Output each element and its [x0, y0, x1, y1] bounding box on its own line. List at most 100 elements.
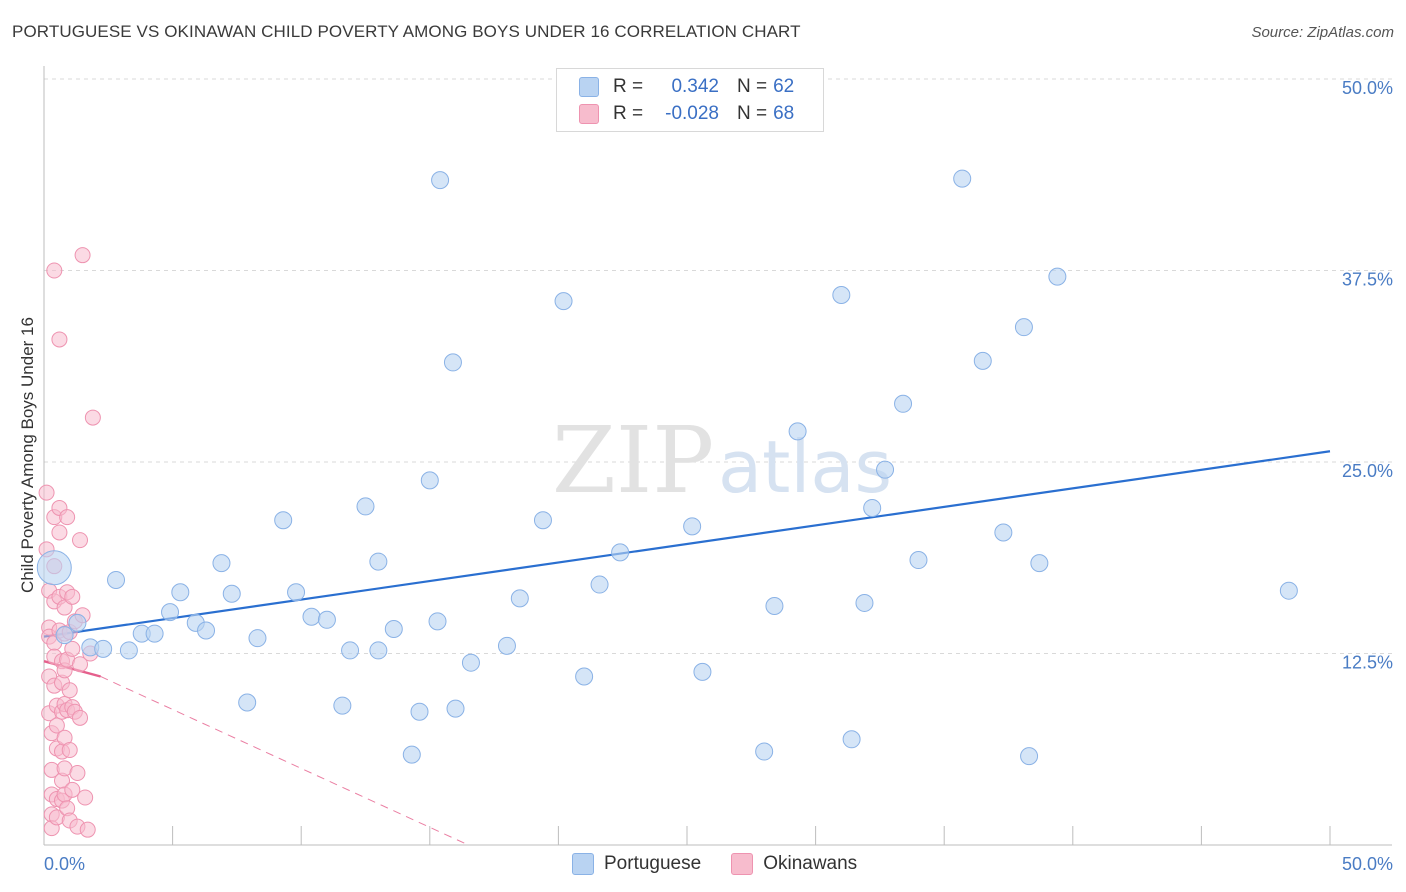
point-okinawans: [84, 409, 101, 426]
point-portuguese: [461, 653, 480, 672]
legend-n-label: N =: [737, 103, 768, 124]
axes: [43, 66, 1392, 846]
point-portuguese: [384, 619, 403, 638]
y-tick-label: 12.5%: [1342, 653, 1393, 673]
point-portuguese: [287, 583, 306, 602]
point-portuguese: [119, 641, 138, 660]
point-okinawans: [79, 821, 96, 838]
point-portuguese: [855, 593, 874, 612]
point-portuguese: [171, 583, 190, 602]
trend-line-okinawans-extension: [100, 676, 469, 846]
legend-row-okinawans: R = -0.028 N = 68: [579, 101, 794, 127]
point-portuguese: [443, 353, 462, 372]
point-portuguese: [369, 552, 388, 571]
point-okinawans: [51, 524, 68, 541]
point-portuguese: [683, 517, 702, 536]
point-portuguese: [333, 696, 352, 715]
legend-r-label: R =: [613, 103, 644, 124]
legend-item-okinawans[interactable]: Okinawans: [731, 853, 857, 875]
tick-labels: 12.5% 25.0% 37.5% 50.0% 0.0% 50.0%: [44, 78, 1393, 874]
point-portuguese: [356, 497, 375, 516]
x-tick-label: 50.0%: [1342, 854, 1393, 874]
point-okinawans: [72, 656, 89, 673]
legend-swatch-pink: [731, 853, 754, 875]
point-portuguese: [317, 610, 336, 629]
legend-label-okinawans: Okinawans: [763, 853, 858, 874]
point-okinawans: [72, 532, 89, 549]
point-portuguese: [431, 171, 450, 190]
point-portuguese: [1014, 318, 1033, 337]
point-portuguese: [590, 575, 609, 594]
point-portuguese: [55, 626, 74, 645]
point-portuguese: [953, 169, 972, 188]
point-portuguese: [107, 570, 126, 589]
point-portuguese: [402, 745, 421, 764]
point-okinawans: [74, 247, 91, 264]
point-portuguese: [161, 603, 180, 622]
point-okinawans: [61, 742, 78, 759]
point-okinawans: [56, 599, 73, 616]
source-label: Source: ZipAtlas.com: [1251, 24, 1394, 41]
point-okinawans: [64, 588, 81, 605]
point-portuguese: [1279, 581, 1298, 600]
legend-n-value: 68: [773, 103, 795, 124]
point-portuguese: [894, 394, 913, 413]
point-portuguese: [274, 511, 293, 530]
point-portuguese: [428, 612, 447, 631]
point-portuguese: [554, 292, 573, 311]
legend-r-value: 0.342: [671, 76, 719, 97]
point-portuguese: [863, 498, 882, 517]
legend-swatch-pink: [579, 104, 599, 124]
point-portuguese: [248, 629, 267, 648]
point-portuguese: [341, 641, 360, 660]
point-portuguese: [369, 641, 388, 660]
point-portuguese: [197, 621, 216, 640]
point-portuguese: [765, 597, 784, 616]
point-okinawans: [38, 484, 55, 501]
chart-title: PORTUGUESE VS OKINAWAN CHILD POVERTY AMO…: [12, 22, 801, 41]
point-portuguese: [611, 543, 630, 562]
y-tick-label: 25.0%: [1342, 461, 1393, 481]
point-portuguese: [410, 702, 429, 721]
series-portuguese: [36, 169, 1298, 766]
legend-r-value: -0.028: [665, 103, 719, 124]
series-okinawans: [38, 247, 101, 838]
point-portuguese: [36, 550, 72, 586]
point-portuguese: [497, 636, 516, 655]
point-portuguese: [994, 523, 1013, 542]
point-portuguese: [876, 460, 895, 479]
point-portuguese: [533, 511, 552, 530]
legend-r-label: R =: [613, 76, 644, 97]
legend-n-value: 62: [773, 76, 795, 97]
watermark: ZIP atlas: [552, 407, 892, 514]
point-portuguese: [446, 699, 465, 718]
legend-label-portuguese: Portuguese: [604, 853, 702, 874]
legend-item-portuguese[interactable]: Portuguese: [572, 853, 701, 875]
point-portuguese: [1048, 267, 1067, 286]
point-portuguese: [832, 286, 851, 305]
point-portuguese: [909, 551, 928, 570]
point-portuguese: [842, 730, 861, 749]
point-portuguese: [238, 693, 257, 712]
legend-n-label: N =: [737, 76, 768, 97]
series-legend: Portuguese Okinawans: [572, 852, 887, 876]
grid-lines: [44, 78, 1392, 654]
point-portuguese: [94, 639, 113, 658]
point-portuguese: [1030, 554, 1049, 573]
y-tick-label: 37.5%: [1342, 270, 1393, 290]
y-tick-label: 50.0%: [1342, 78, 1393, 98]
legend-row-portuguese: R = 0.342 N = 62: [579, 74, 794, 100]
point-portuguese: [755, 742, 774, 761]
correlation-legend: R = 0.342 N = 62 R = -0.028 N = 68: [556, 68, 824, 132]
legend-swatch-blue: [572, 853, 594, 875]
point-okinawans: [72, 709, 89, 726]
legend-swatch-blue: [579, 77, 599, 97]
point-portuguese: [68, 613, 87, 632]
point-okinawans: [64, 781, 81, 798]
point-portuguese: [302, 607, 321, 626]
point-okinawans: [46, 262, 63, 279]
y-axis-label: Child Poverty Among Boys Under 16: [18, 317, 37, 593]
point-portuguese: [1020, 747, 1039, 766]
point-portuguese: [222, 584, 241, 603]
